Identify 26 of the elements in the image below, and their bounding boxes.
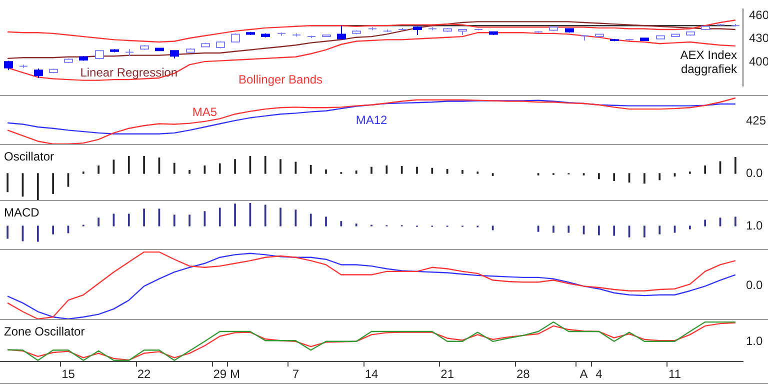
- text: 0.0: [746, 278, 764, 292]
- x-tick-label: 21: [440, 367, 454, 382]
- x-tick-label: 22: [137, 367, 152, 382]
- x-tick-label: A: [580, 367, 588, 382]
- x-tick-label: 28: [516, 367, 530, 382]
- text: 425: [746, 113, 766, 128]
- text: 1.0: [746, 218, 764, 232]
- series-label: Linear Regression: [80, 66, 178, 80]
- chart-title: MACD: [4, 205, 40, 220]
- text: Bollinger Bands: [238, 72, 323, 86]
- x-tick-label: 7: [292, 367, 300, 382]
- x-tick-label: 14: [364, 367, 378, 382]
- chart-title: Zone Oscillator: [4, 324, 85, 338]
- x-tick-label: 4: [596, 367, 603, 382]
- text: 1.0: [746, 334, 764, 348]
- text: AEX Index daggrafiek: [680, 48, 738, 76]
- candlestick: [337, 25, 346, 40]
- text: 0.0: [746, 166, 764, 180]
- x-tick-label: 11: [668, 367, 682, 382]
- x-tick-label: 29: [213, 367, 227, 382]
- chart-title: Oscillator: [4, 149, 54, 164]
- x-tick-label: M: [230, 367, 240, 382]
- candlestick: [34, 68, 43, 78]
- series-label: MA5: [192, 104, 218, 119]
- series-label: MA12: [356, 113, 388, 128]
- x-tick-label: 15: [62, 367, 76, 382]
